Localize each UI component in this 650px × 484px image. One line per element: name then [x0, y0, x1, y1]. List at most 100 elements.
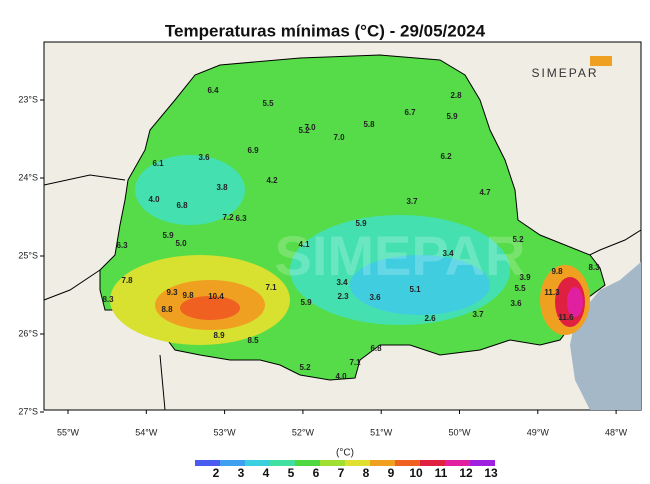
station-value: 6.3 — [116, 241, 128, 250]
station-value: 3.6 — [198, 153, 210, 162]
legend-label: 2 — [213, 466, 220, 479]
lat-label: 24°S — [18, 172, 38, 182]
lon-label: 50°W — [448, 427, 471, 437]
station-value: 7.2 — [222, 213, 234, 222]
station-value: 9.8 — [551, 267, 563, 276]
station-value: 4.0 — [335, 372, 347, 381]
station-value: 5.0 — [175, 239, 187, 248]
lat-label: 27°S — [18, 406, 38, 416]
station-value: 5.5 — [262, 99, 274, 108]
legend-swatch — [395, 460, 420, 466]
legend-label: 8 — [363, 466, 370, 479]
station-value: 6.2 — [440, 152, 452, 161]
station-value: 5.2 — [512, 235, 524, 244]
station-value: 7.0 — [333, 133, 345, 142]
lat-label: 25°S — [18, 250, 38, 260]
legend-label: 10 — [409, 466, 423, 479]
legend-swatch — [470, 460, 495, 466]
station-value: 5.2 — [299, 363, 311, 372]
legend-swatch — [345, 460, 370, 466]
station-value: 11.3 — [544, 288, 560, 297]
hottest-zone — [567, 287, 583, 317]
station-value: 11.6 — [558, 313, 574, 322]
station-value: 4.1 — [298, 240, 310, 249]
station-value: 3.6 — [369, 293, 381, 302]
station-value: 3.6 — [510, 299, 522, 308]
lon-label: 54°W — [135, 427, 158, 437]
legend-label: 7 — [338, 466, 345, 479]
lon-label: 53°W — [214, 427, 237, 437]
lon-label: 51°W — [370, 427, 393, 437]
station-value: 10.4 — [208, 292, 224, 301]
legend-label: 11 — [435, 466, 448, 479]
station-value: 8.5 — [247, 336, 259, 345]
logo: SIMEPAR — [531, 66, 598, 80]
lon-label: 49°W — [527, 427, 550, 437]
lon-label: 48°W — [605, 427, 628, 437]
lat-label: 26°S — [18, 328, 38, 338]
legend-swatch — [295, 460, 320, 466]
legend-label: 6 — [313, 466, 320, 479]
station-value: 9.3 — [166, 288, 178, 297]
station-value: 3.4 — [442, 249, 454, 258]
station-value: 7.0 — [304, 123, 316, 132]
legend-swatch — [320, 460, 345, 466]
station-value: 6.8 — [176, 201, 188, 210]
station-value: 8.3 — [102, 295, 114, 304]
station-value: 5.9 — [300, 298, 312, 307]
hotter-zone — [180, 296, 240, 320]
legend-label: 5 — [288, 466, 295, 479]
legend-label: 4 — [263, 466, 270, 479]
station-value: 5.8 — [363, 120, 375, 129]
station-value: 7.1 — [349, 358, 361, 367]
legend-swatch — [195, 460, 220, 466]
watermark: SIMEPAR — [275, 224, 526, 287]
legend-swatch — [445, 460, 470, 466]
axis-ticks: 55°W 54°W 53°W 52°W 51°W 50°W 49°W 48°W 23°S 24°S… — [18, 94, 627, 437]
station-value: 7.1 — [265, 283, 277, 292]
station-value: 6.9 — [247, 146, 259, 155]
station-value: 5.2 — [298, 126, 310, 135]
lon-label: 52°W — [292, 427, 315, 437]
station-value: 5.5 — [514, 284, 526, 293]
legend-swatch — [245, 460, 270, 466]
station-value: 9.8 — [182, 291, 194, 300]
station-value: 2.6 — [424, 314, 436, 323]
ocean — [570, 262, 641, 410]
legend-label: 3 — [238, 466, 245, 479]
cold-zone — [350, 255, 490, 315]
station-value: 6.4 — [207, 86, 219, 95]
station-value: 6.7 — [404, 108, 416, 117]
legend: 2 3 4 5 6 7 8 9 10 11 12 13 — [195, 460, 498, 480]
map-title: Temperaturas mínimas (°C) - 29/05/2024 — [165, 21, 486, 40]
station-value: 3.9 — [519, 273, 531, 282]
station-value: 8.9 — [213, 331, 225, 340]
station-value: 7.8 — [121, 276, 133, 285]
station-value: 3.4 — [336, 278, 348, 287]
legend-swatch — [370, 460, 395, 466]
station-value: 5.1 — [409, 285, 421, 294]
station-value: 8.8 — [161, 305, 173, 314]
legend-label: 13 — [484, 466, 498, 479]
station-value: 2.8 — [450, 91, 462, 100]
cool-zone — [135, 155, 245, 225]
legend-swatch — [270, 460, 295, 466]
station-value: 8.3 — [588, 263, 600, 272]
legend-swatch — [420, 460, 445, 466]
station-value: 3.8 — [216, 183, 228, 192]
legend-unit: (°C) — [336, 448, 354, 459]
legend-swatch — [220, 460, 245, 466]
station-value: 5.9 — [446, 112, 458, 121]
station-value: 3.7 — [472, 310, 484, 319]
legend-label: 9 — [388, 466, 395, 479]
station-value: 4.2 — [266, 176, 278, 185]
station-value: 4.0 — [148, 195, 160, 204]
borders — [43, 174, 642, 411]
station-value: 2.3 — [337, 292, 349, 301]
lat-label: 23°S — [18, 94, 38, 104]
station-value: 5.9 — [162, 231, 174, 240]
station-value: 4.7 — [479, 188, 491, 197]
logo-mark — [590, 56, 612, 66]
station-value: 3.7 — [406, 197, 418, 206]
